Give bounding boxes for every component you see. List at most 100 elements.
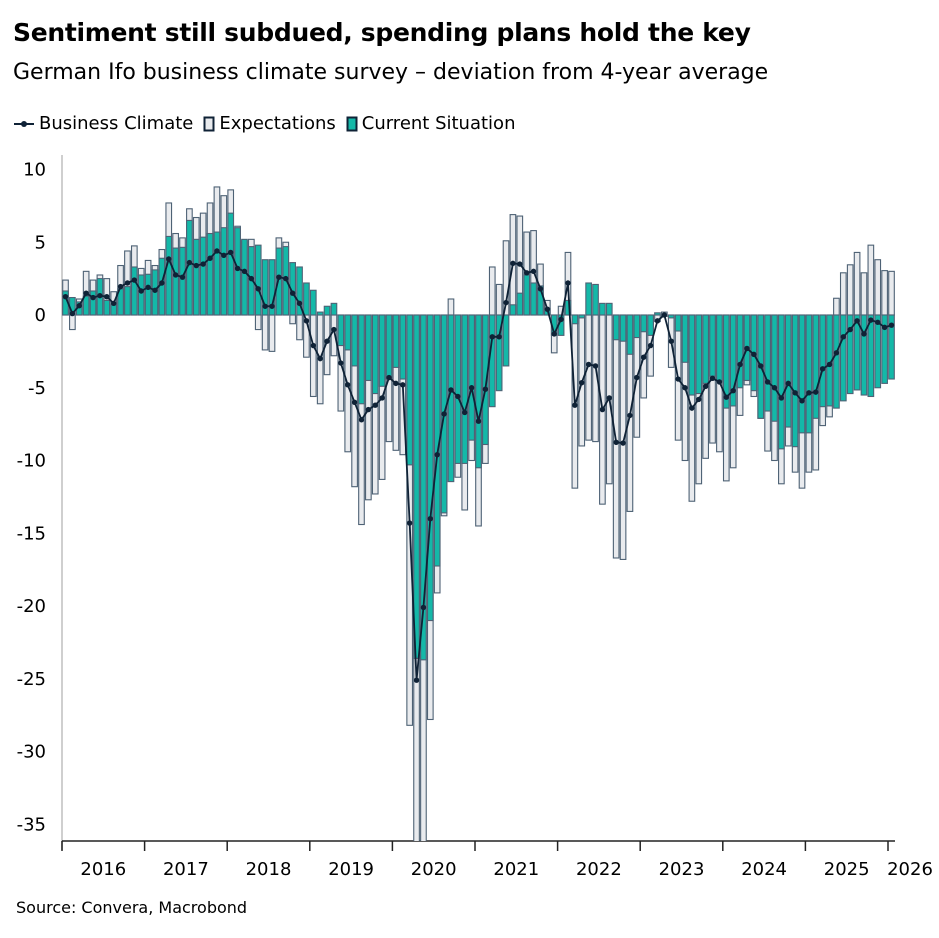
current-situation-bar xyxy=(172,247,179,316)
current-situation-bar xyxy=(234,227,241,316)
business-climate-point xyxy=(544,306,551,312)
business-climate-point xyxy=(833,350,840,356)
x-tick-label: 2020 xyxy=(411,859,457,880)
business-climate-point xyxy=(434,451,440,458)
business-climate-point xyxy=(400,382,406,388)
current-situation-bar xyxy=(165,235,173,316)
business-climate-point xyxy=(613,439,619,446)
business-climate-point xyxy=(97,292,103,299)
current-situation-bar xyxy=(805,314,813,434)
legend-item-current-situation: Current Situation xyxy=(346,113,516,134)
business-climate-point xyxy=(462,409,468,416)
current-situation-bar xyxy=(729,314,737,407)
y-tick-label: -25 xyxy=(17,669,46,690)
legend-item-business-climate: Business Climate xyxy=(13,113,193,134)
business-climate-point xyxy=(723,394,729,400)
business-climate-point xyxy=(888,322,895,328)
current-situation-bar xyxy=(371,314,379,395)
y-tick-label: -30 xyxy=(17,742,46,763)
current-situation-bar xyxy=(344,314,352,351)
business-climate-point xyxy=(393,380,399,387)
current-situation-bar xyxy=(358,314,365,405)
current-situation-bar xyxy=(420,314,427,661)
legend-label: Current Situation xyxy=(361,113,516,134)
x-tick-label: 2016 xyxy=(80,859,126,880)
current-situation-bar xyxy=(241,238,248,316)
expectations-bar xyxy=(874,259,882,316)
business-climate-point xyxy=(689,405,695,411)
business-climate-point xyxy=(234,265,241,272)
business-climate-point xyxy=(241,268,248,275)
line-marker-icon xyxy=(14,120,34,127)
expectations-bar xyxy=(585,314,592,441)
business-climate-point xyxy=(682,385,688,391)
expectations-bar xyxy=(846,264,854,316)
current-situation-bar xyxy=(537,285,544,316)
business-climate-point xyxy=(427,516,434,522)
current-situation-bar xyxy=(881,314,888,384)
business-climate-point xyxy=(310,342,316,349)
business-climate-point xyxy=(854,318,860,324)
current-situation-bar xyxy=(309,289,317,316)
business-climate-point xyxy=(186,259,193,266)
business-climate-point xyxy=(221,252,227,259)
business-climate-point xyxy=(771,385,778,391)
current-situation-bar xyxy=(605,302,613,316)
business-climate-point xyxy=(847,326,853,333)
current-situation-bar xyxy=(378,314,386,387)
business-climate-point xyxy=(255,286,261,292)
business-climate-point xyxy=(131,277,138,283)
business-climate-point xyxy=(668,338,674,344)
x-axis: 2016 2017 2018 2019 2020 2021 2022 2023 2024 2025… xyxy=(61,840,933,880)
x-tick-label: 2024 xyxy=(741,859,787,880)
current-situation-bar xyxy=(399,314,407,380)
current-situation-bar xyxy=(619,314,627,342)
current-situation-bar xyxy=(798,314,806,434)
expectations-bar xyxy=(309,314,317,398)
current-situation-bar xyxy=(392,314,400,368)
current-situation-bar xyxy=(702,314,709,384)
business-climate-point xyxy=(145,284,151,291)
current-situation-bar xyxy=(406,314,414,466)
business-climate-point xyxy=(76,302,82,309)
current-situation-bar xyxy=(764,314,771,412)
current-situation-bar xyxy=(330,302,338,316)
business-climate-point xyxy=(345,382,351,388)
y-tick-label: -15 xyxy=(17,523,46,544)
business-climate-point xyxy=(861,331,867,337)
current-situation-bar xyxy=(681,314,689,363)
business-climate-point xyxy=(166,256,172,262)
business-climate-point xyxy=(881,324,888,331)
legend-label: Expectations xyxy=(219,113,336,134)
business-climate-point xyxy=(455,393,461,400)
business-climate-point xyxy=(709,375,716,381)
current-situation-bar xyxy=(516,292,524,316)
current-situation-bar xyxy=(454,314,462,464)
business-climate-point xyxy=(331,326,337,333)
business-climate-point xyxy=(248,275,255,282)
business-climate-point xyxy=(317,355,323,362)
current-situation-bar xyxy=(860,314,868,396)
business-climate-point xyxy=(276,274,282,280)
current-situation-bar xyxy=(426,314,434,622)
business-climate-point xyxy=(379,395,385,401)
current-situation-bar xyxy=(137,274,145,316)
current-situation-bar xyxy=(667,314,675,319)
business-climate-point xyxy=(83,290,89,296)
current-situation-bar xyxy=(495,314,503,392)
y-axis: 10 5 0 -5 -10 -15 -20 -25 -30 -35 xyxy=(17,155,63,850)
current-situation-bar xyxy=(612,314,620,341)
expectations-bar xyxy=(254,314,262,331)
business-climate-point xyxy=(372,402,378,408)
current-situation-bar xyxy=(523,274,531,316)
current-situation-bar xyxy=(82,295,90,316)
business-climate-point xyxy=(647,342,654,349)
business-climate-point xyxy=(702,383,709,389)
business-climate-point xyxy=(90,294,96,301)
business-climate-point xyxy=(138,288,144,294)
current-situation-bar xyxy=(626,314,634,355)
business-climate-point xyxy=(737,361,743,368)
chart-title: Sentiment still subdued, spending plans … xyxy=(13,18,751,47)
current-situation-bar xyxy=(647,314,654,336)
current-situation-bar xyxy=(867,314,875,398)
